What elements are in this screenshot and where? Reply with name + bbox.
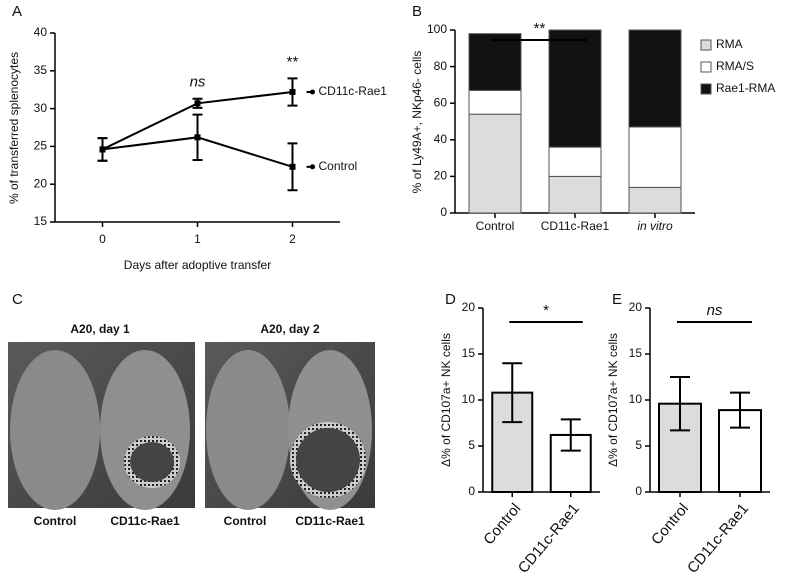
y-tick-label: 25 <box>34 139 48 153</box>
y-tick-label: 20 <box>462 300 476 314</box>
mouse <box>206 350 290 510</box>
y-tick-label: 20 <box>434 169 448 183</box>
marker <box>289 163 296 170</box>
image-label: CD11c-Rae1 <box>295 514 365 528</box>
bar-segment <box>548 146 602 177</box>
x-axis-label: Days after adoptive transfer <box>124 258 271 272</box>
legend-swatch <box>700 83 712 95</box>
legend-label: RMA/S <box>716 59 754 73</box>
significance: ** <box>534 20 546 37</box>
bar-segment <box>548 29 602 148</box>
bar-segment <box>628 29 682 128</box>
y-tick-label: 0 <box>440 205 447 219</box>
image-label: Control <box>34 514 77 528</box>
marker <box>289 88 296 95</box>
y-tick-label: 20 <box>34 176 48 190</box>
y-axis-label: % of Ly49A+, NKp46- cells <box>410 51 424 194</box>
y-axis-label: % of transferred splenocytes <box>7 52 21 204</box>
significance: ns <box>707 302 723 319</box>
marker <box>194 100 201 107</box>
y-tick-label: 40 <box>434 132 448 146</box>
panel-label: E <box>612 291 622 308</box>
y-axis-label: Δ% of CD107a+ NK cells <box>439 333 453 467</box>
annotation: ns <box>190 74 206 91</box>
x-tick-label: 2 <box>289 232 296 246</box>
marker <box>99 146 106 153</box>
y-tick-label: 15 <box>462 346 476 360</box>
signal <box>296 428 360 492</box>
error-bar <box>560 418 581 452</box>
y-tick-label: 60 <box>434 95 448 109</box>
x-tick-label: 1 <box>194 232 201 246</box>
legend-swatch <box>700 39 712 51</box>
error-bar <box>502 362 523 424</box>
image-title: A20, day 1 <box>70 322 130 336</box>
series-label: CD11c-Rae1 <box>319 84 388 98</box>
y-tick-label: 35 <box>34 63 48 77</box>
bar-segment <box>468 89 522 115</box>
mouse <box>10 350 100 510</box>
label-dot <box>310 89 315 95</box>
bar-segment <box>548 175 602 214</box>
legend-swatch <box>700 61 712 73</box>
legend-label: Rae1-RMA <box>716 81 775 95</box>
y-tick-label: 30 <box>34 101 48 115</box>
series-label: Control <box>319 159 358 173</box>
y-tick-label: 5 <box>468 438 475 452</box>
x-tick-label: 0 <box>99 232 106 246</box>
bar-segment <box>468 33 522 91</box>
x-tick-label: in vitro <box>637 219 673 233</box>
label-dot <box>310 164 315 170</box>
marker <box>194 134 201 141</box>
y-tick-label: 0 <box>468 484 475 498</box>
y-tick-label: 80 <box>434 59 448 73</box>
y-tick-label: 20 <box>629 300 643 314</box>
error-bar <box>670 376 690 432</box>
x-tick-label: Control <box>648 500 692 548</box>
panel-label: B <box>412 3 422 20</box>
bar-segment <box>468 113 522 214</box>
significance: * <box>543 302 549 319</box>
x-tick-label: Control <box>480 500 524 548</box>
panel-label: A <box>12 3 22 20</box>
x-tick-label: CD11c-Rae1 <box>541 219 610 233</box>
panel-c-art <box>8 342 375 510</box>
bar-segment <box>628 126 682 188</box>
y-tick-label: 15 <box>629 346 643 360</box>
x-tick-label: CD11c-Rae1 <box>684 500 752 576</box>
x-tick-label: Control <box>476 219 515 233</box>
error-bar <box>730 391 750 429</box>
y-tick-label: 0 <box>635 484 642 498</box>
bar-segment <box>628 186 682 214</box>
panel-label: D <box>445 291 456 308</box>
signal <box>130 442 174 482</box>
y-tick-label: 10 <box>462 392 476 406</box>
y-tick-label: 5 <box>635 438 642 452</box>
image-label: CD11c-Rae1 <box>110 514 180 528</box>
y-tick-label: 40 <box>34 25 48 39</box>
image-title: A20, day 2 <box>260 322 320 336</box>
legend-label: RMA <box>716 37 743 51</box>
image-label: Control <box>224 514 267 528</box>
y-tick-label: 15 <box>34 214 48 228</box>
panel-label: C <box>12 291 23 308</box>
y-axis-label: Δ% of CD107a+ NK cells <box>606 333 620 467</box>
y-tick-label: 100 <box>427 22 447 36</box>
x-tick-label: CD11c-Rae1 <box>515 500 583 576</box>
y-tick-label: 10 <box>629 392 643 406</box>
annotation: ** <box>287 53 299 70</box>
